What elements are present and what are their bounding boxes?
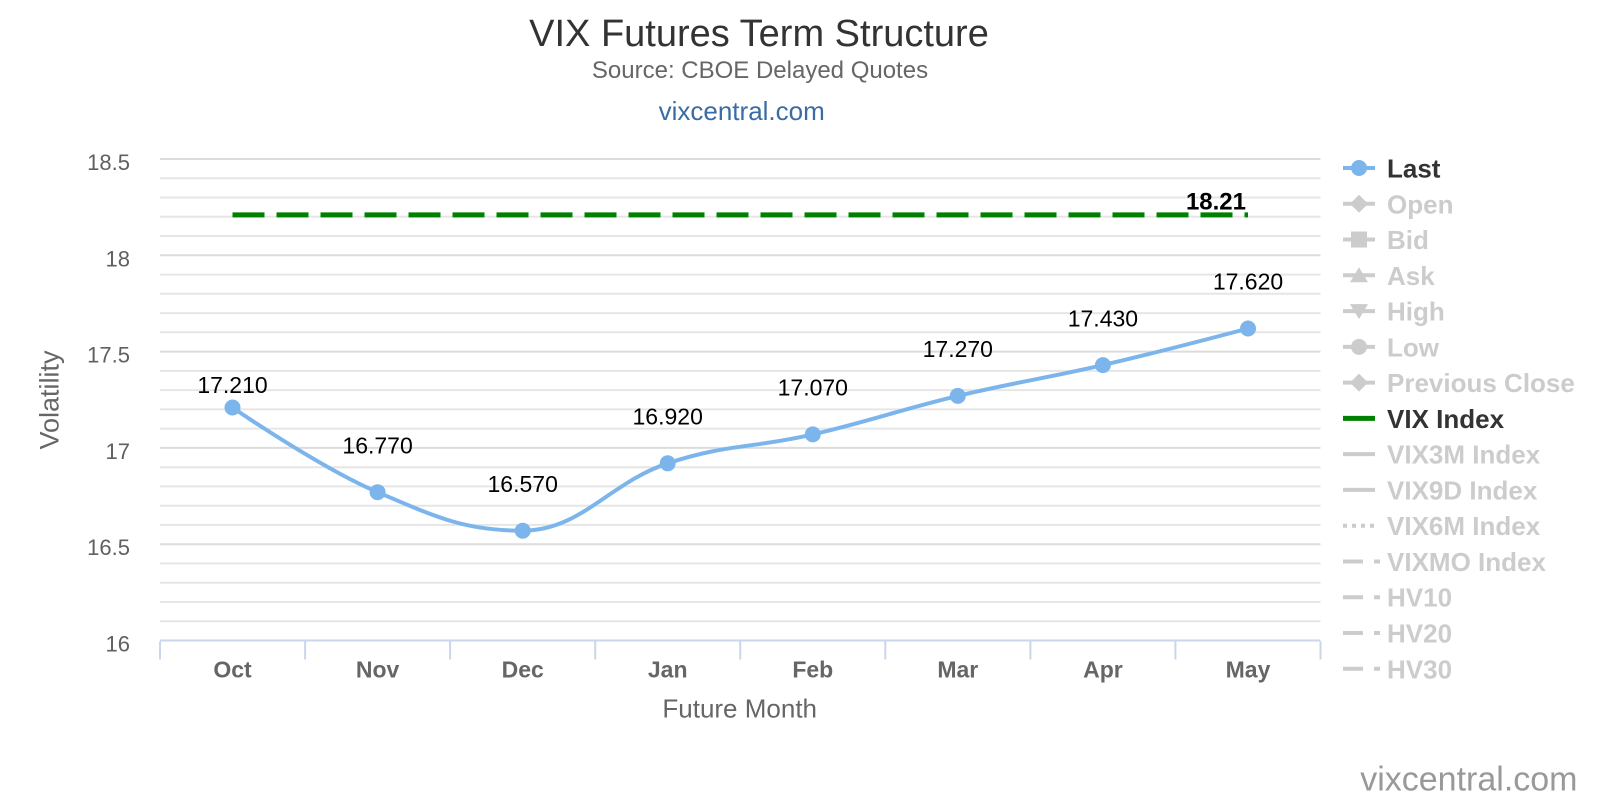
svg-text:VIX3M Index: VIX3M Index [1387, 440, 1541, 470]
svg-text:Mar: Mar [937, 657, 978, 683]
svg-text:Nov: Nov [356, 657, 400, 683]
svg-text:17.070: 17.070 [778, 375, 848, 401]
svg-text:Dec: Dec [502, 657, 544, 683]
svg-text:Oct: Oct [213, 657, 252, 683]
svg-text:VIX6M Index: VIX6M Index [1387, 511, 1541, 541]
svg-text:16.770: 16.770 [342, 432, 412, 458]
svg-text:17.5: 17.5 [87, 343, 130, 368]
svg-text:VIXMO Index: VIXMO Index [1387, 547, 1546, 577]
svg-text:Future Month: Future Month [662, 694, 817, 724]
svg-text:Feb: Feb [792, 657, 833, 683]
svg-text:HV30: HV30 [1387, 654, 1452, 684]
svg-text:16.920: 16.920 [633, 404, 703, 430]
svg-text:17.620: 17.620 [1213, 269, 1283, 295]
svg-text:18: 18 [106, 246, 130, 271]
svg-text:HV10: HV10 [1387, 583, 1452, 613]
svg-text:17.210: 17.210 [197, 372, 267, 398]
svg-text:May: May [1226, 657, 1271, 683]
svg-text:High: High [1387, 297, 1445, 327]
svg-text:17.270: 17.270 [923, 336, 993, 362]
svg-text:Apr: Apr [1083, 657, 1123, 683]
svg-text:Jan: Jan [648, 657, 688, 683]
svg-text:Previous Close: Previous Close [1387, 368, 1575, 398]
svg-text:17: 17 [106, 439, 130, 464]
svg-text:Low: Low [1387, 332, 1440, 362]
svg-text:VIX Futures Term Structure: VIX Futures Term Structure [529, 13, 989, 55]
svg-text:vixcentral.com: vixcentral.com [659, 96, 825, 126]
svg-text:VIX Index: VIX Index [1387, 404, 1505, 434]
svg-text:18.21: 18.21 [1186, 188, 1246, 215]
svg-text:16: 16 [106, 632, 130, 657]
svg-text:16.5: 16.5 [87, 535, 130, 560]
svg-text:Bid: Bid [1387, 225, 1429, 255]
svg-text:17.430: 17.430 [1068, 305, 1138, 331]
svg-text:16.570: 16.570 [488, 471, 558, 497]
svg-text:18.5: 18.5 [87, 150, 130, 175]
svg-text:HV20: HV20 [1387, 619, 1452, 649]
svg-text:Source: CBOE Delayed Quotes: Source: CBOE Delayed Quotes [592, 57, 928, 84]
svg-text:VIX9D Index: VIX9D Index [1387, 475, 1538, 505]
svg-text:Last: Last [1387, 154, 1441, 184]
svg-text:vixcentral.com: vixcentral.com [1360, 761, 1577, 799]
svg-text:Ask: Ask [1387, 261, 1435, 291]
svg-text:Volatility: Volatility [35, 350, 65, 450]
svg-text:Open: Open [1387, 189, 1453, 219]
